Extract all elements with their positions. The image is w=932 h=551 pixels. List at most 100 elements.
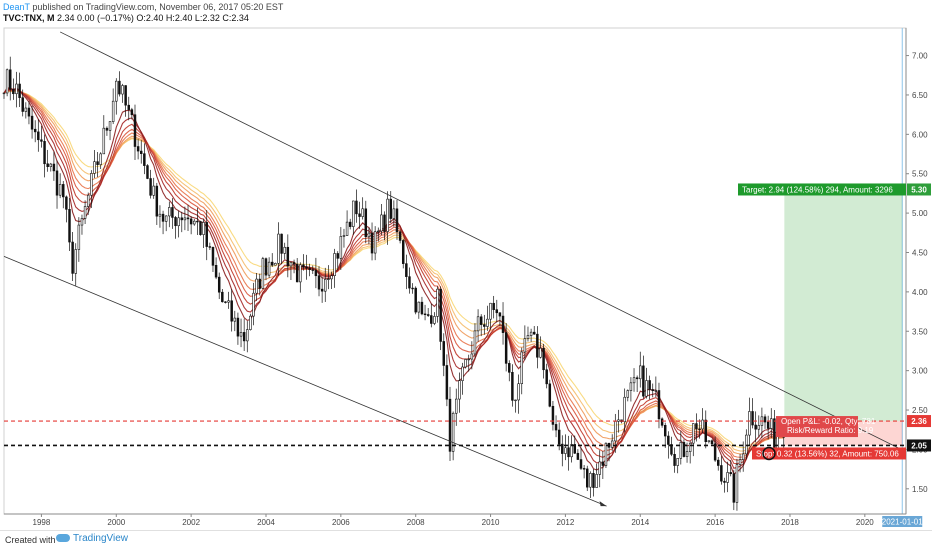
candle-body: [327, 278, 330, 280]
candle-body: [576, 452, 580, 460]
candle-body: [258, 278, 261, 289]
candle-body: [479, 316, 483, 325]
candle-body: [9, 69, 12, 90]
candle-body: [592, 473, 595, 488]
price-level-badge: [907, 415, 931, 428]
candle-body: [670, 444, 673, 455]
candle-body: [345, 221, 349, 236]
candle-body: [77, 224, 81, 250]
candle-body: [398, 231, 402, 241]
candle-body: [367, 232, 371, 238]
candle-body: [448, 398, 452, 452]
candle-body: [589, 473, 592, 488]
candle-body: [305, 266, 308, 269]
candle-body: [286, 246, 290, 267]
price-level-label: 2.05: [911, 441, 927, 450]
candle-body: [43, 141, 46, 165]
candle-body: [688, 442, 692, 452]
candle-body: [336, 253, 339, 259]
candle-body: [735, 464, 739, 503]
candle-body: [342, 235, 346, 237]
candle-body: [30, 115, 34, 130]
candle-body: [751, 411, 754, 426]
candle-body: [249, 315, 252, 330]
candle-body: [386, 198, 389, 232]
candle-body: [12, 89, 15, 95]
candle-body: [517, 383, 520, 401]
candle-body: [632, 377, 636, 384]
candle-body: [504, 332, 508, 364]
candle-body: [283, 246, 286, 254]
candle-body: [373, 231, 377, 254]
candle-body: [442, 341, 446, 366]
trend-channel[interactable]: [3, 31, 907, 507]
candle-body: [473, 330, 477, 355]
candle-body: [635, 377, 639, 380]
price-chart[interactable]: 1998 2000 2002 2004 2006 2008 2010 2012 2014 2016…: [0, 0, 932, 530]
candle-body: [161, 213, 165, 222]
candle-body: [364, 208, 368, 238]
candle-body: [68, 209, 71, 243]
date-marker-label: 2021-01-01: [882, 518, 923, 527]
candle-body: [242, 332, 246, 342]
candle-body: [183, 217, 187, 221]
candle-body: [193, 220, 196, 225]
candle-body: [757, 425, 761, 430]
candle-body: [33, 128, 37, 133]
candle-body: [623, 396, 626, 423]
candle-body: [766, 421, 770, 429]
candle-body: [143, 153, 146, 166]
candle-body: [723, 480, 726, 483]
candle-body: [717, 459, 720, 466]
candle-body: [239, 332, 243, 337]
candle-body: [692, 423, 695, 444]
candle-body: [420, 301, 424, 315]
candle-body: [561, 443, 564, 454]
candle-body: [62, 184, 65, 198]
candle-body: [532, 331, 536, 335]
created-with-text: Created with: [5, 535, 56, 545]
candle-body: [139, 150, 143, 154]
candle-body: [492, 302, 495, 310]
candle-body: [274, 263, 277, 266]
candlesticks: [2, 56, 785, 511]
candle-body: [149, 178, 152, 196]
candle-body: [361, 208, 364, 217]
candle-body: [486, 318, 489, 327]
candle-body: [168, 207, 171, 217]
tradingview-logo[interactable]: TradingView: [56, 533, 128, 544]
candle-body: [414, 287, 417, 313]
ema-ribbon: [3, 87, 784, 475]
candle-body: [679, 442, 683, 459]
candle-body: [252, 292, 255, 317]
candle-body: [205, 222, 208, 247]
candle-body: [333, 253, 336, 276]
candle-body: [96, 161, 99, 165]
quote-values: 2.34 0.00 (−0.17%) O:2.40 H:2.40 L:2.32 …: [57, 13, 249, 23]
candle-body: [46, 163, 49, 167]
candle-body: [74, 249, 77, 274]
candle-body: [639, 365, 642, 380]
candle-body: [610, 440, 614, 448]
candle-body: [741, 453, 745, 460]
x-tick-label: 2004: [257, 518, 275, 527]
candle-body: [5, 69, 9, 94]
pnl-label-box: [776, 416, 858, 438]
candle-body: [411, 287, 414, 290]
candle-body: [186, 217, 190, 220]
candle-body: [65, 196, 68, 210]
author-link[interactable]: DeanT: [3, 2, 30, 12]
candle-body: [657, 390, 661, 420]
candle-body: [685, 451, 689, 457]
x-tick-label: 2016: [706, 518, 724, 527]
candle-body: [617, 419, 620, 422]
risk-reward-label: Risk/Reward Ratio: 9.19: [787, 426, 874, 435]
candle-body: [83, 206, 87, 219]
candle-body: [392, 208, 396, 219]
candle-body: [557, 429, 561, 445]
candle-body: [663, 425, 667, 437]
candle-body: [389, 198, 392, 219]
highlight-circle: [762, 446, 776, 461]
candle-body: [115, 80, 118, 102]
candle-body: [498, 312, 502, 317]
